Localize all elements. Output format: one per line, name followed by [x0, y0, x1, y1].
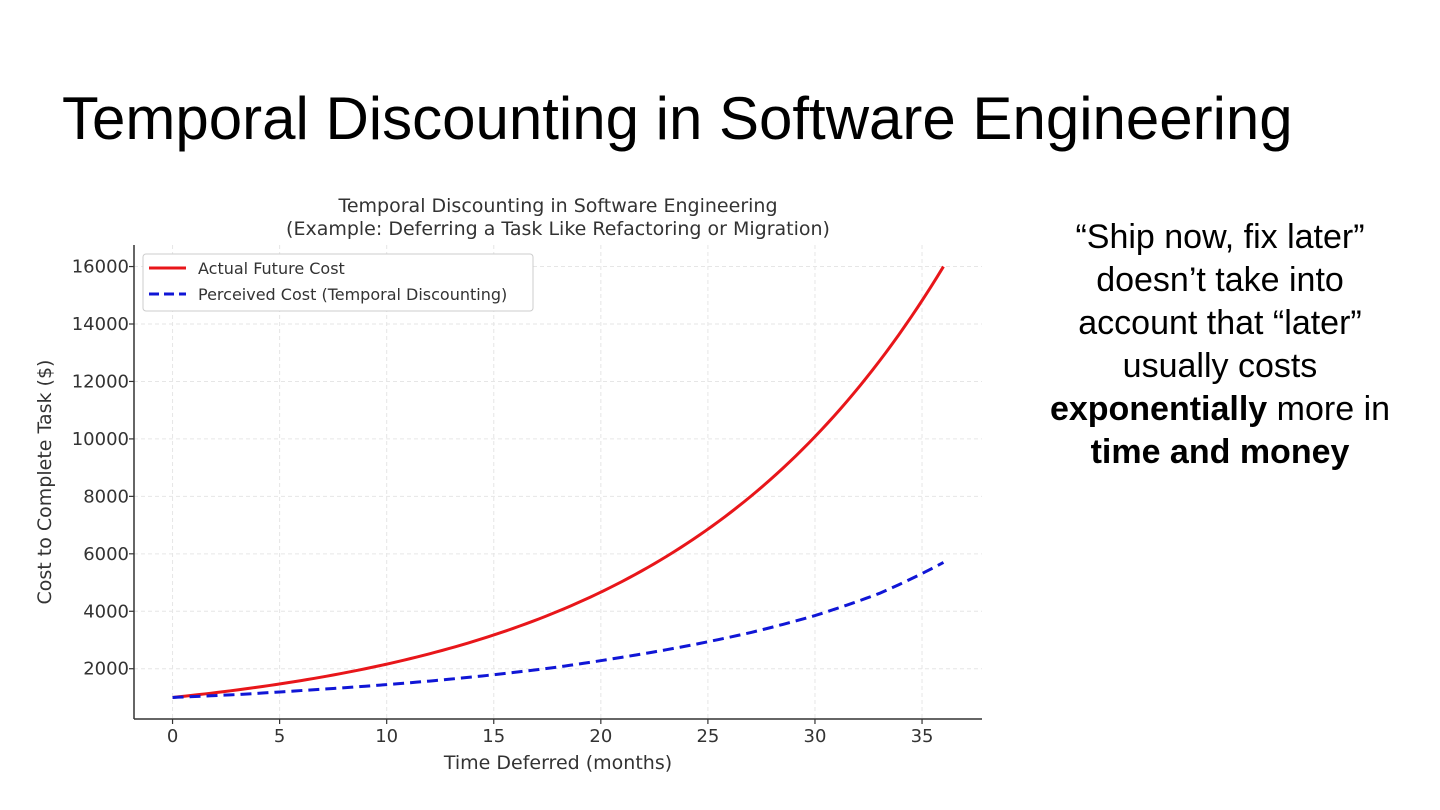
side-text-line-5-rest: more in [1267, 390, 1391, 428]
x-tick-label: 0 [167, 726, 178, 747]
emphasis-time-and-money: time and money [1090, 433, 1350, 471]
x-tick-label: 30 [804, 726, 827, 747]
side-text-line-5: exponentially more in [1030, 388, 1410, 431]
side-text-line-4: usually costs [1122, 347, 1318, 385]
chart-subtitle: (Example: Deferring a Task Like Refactor… [286, 218, 830, 240]
x-tick-label: 35 [911, 726, 934, 747]
y-tick-label: 6000 [83, 544, 129, 565]
slide-title: Temporal Discounting in Software Enginee… [62, 85, 1293, 152]
x-tick-label: 25 [696, 726, 719, 747]
grid-layer [134, 245, 982, 719]
side-text: “Ship now, fix later” doesn’t take into … [1030, 216, 1410, 474]
y-tick-label: 4000 [83, 601, 129, 622]
x-axis-label: Time Deferred (months) [443, 752, 672, 774]
y-axis-label: Cost to Complete Task ($) [34, 360, 56, 605]
side-text-line-2: doesn’t take into [1096, 261, 1344, 299]
x-tick-label: 5 [274, 726, 285, 747]
chart-title: Temporal Discounting in Software Enginee… [337, 195, 777, 217]
series-line-perceived-cost [172, 561, 945, 699]
y-tick-label: 16000 [72, 257, 129, 278]
series-line-actual-future-cost [172, 265, 945, 699]
x-tick-label: 10 [375, 726, 398, 747]
legend-label-perceived: Perceived Cost (Temporal Discounting) [198, 285, 507, 304]
emphasis-exponentially: exponentially [1049, 390, 1268, 428]
y-tick-label: 8000 [83, 486, 129, 507]
legend-box [142, 253, 534, 312]
ticks-layer: 0 5 10 15 20 25 30 35 2000 4000 6000 8000 10000 12000… [72, 257, 934, 747]
y-tick-label: 12000 [72, 371, 129, 392]
y-tick-label: 10000 [72, 429, 129, 450]
y-tick-label: 14000 [72, 314, 129, 335]
legend-label-actual: Actual Future Cost [198, 259, 345, 278]
side-text-line-3: account that “later” [1078, 304, 1362, 342]
x-tick-label: 20 [589, 726, 612, 747]
series-layer [172, 265, 945, 699]
x-tick-label: 15 [482, 726, 505, 747]
legend: Actual Future Cost Perceived Cost (Tempo… [142, 253, 534, 312]
side-text-line-1: “Ship now, fix later” [1075, 218, 1365, 256]
axes-layer [133, 245, 982, 720]
y-tick-label: 2000 [83, 659, 129, 680]
side-text-line-6: time and money [1030, 431, 1410, 474]
